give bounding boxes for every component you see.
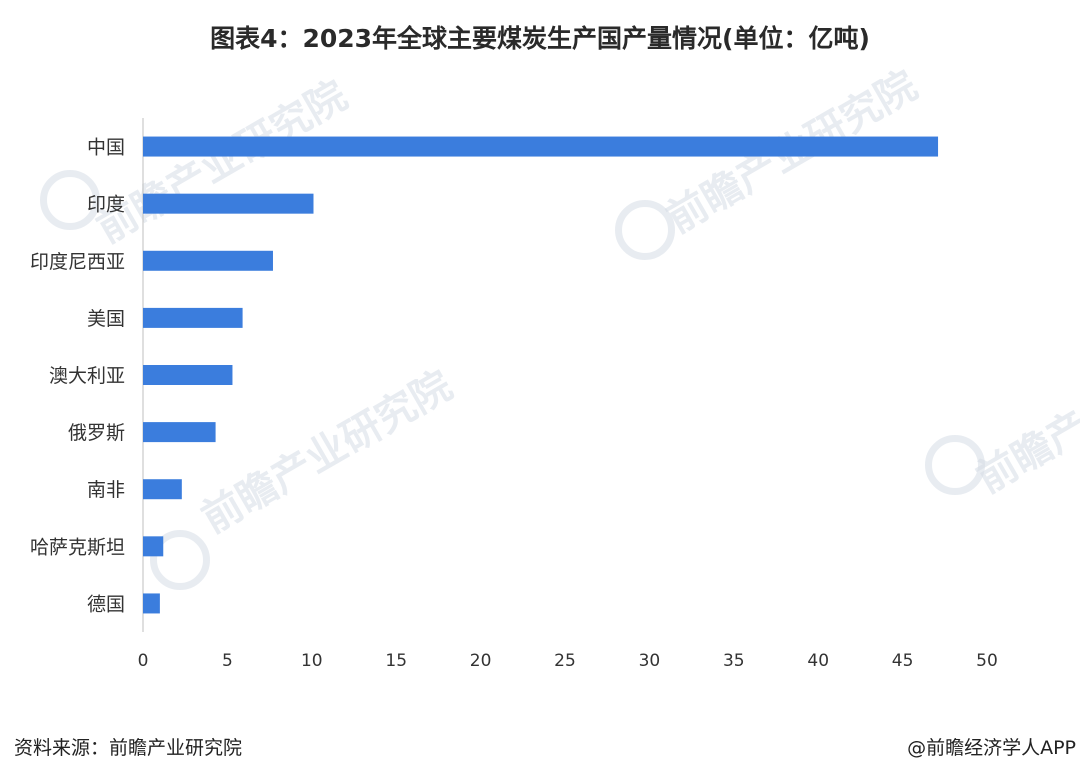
y-tick-label: 德国 <box>87 593 125 615</box>
y-tick-label: 中国 <box>87 137 125 159</box>
source-note: 资料来源：前瞻产业研究院 <box>14 737 243 759</box>
bar-1 <box>143 193 314 214</box>
credit-note: @前瞻经济学人APP <box>907 737 1076 759</box>
bar-2 <box>143 250 273 271</box>
x-tick-label: 25 <box>554 651 576 671</box>
y-tick-label: 南非 <box>87 479 125 501</box>
y-tick-label: 印度 <box>87 194 125 216</box>
y-tick-label: 美国 <box>87 308 125 330</box>
x-tick-label: 5 <box>222 651 233 671</box>
x-tick-label: 50 <box>976 651 998 671</box>
bar-8 <box>143 593 160 614</box>
y-tick-label: 哈萨克斯坦 <box>30 536 125 558</box>
y-tick-label: 澳大利亚 <box>49 365 125 387</box>
x-tick-label: 40 <box>807 651 829 671</box>
bar-0 <box>143 136 939 157</box>
bar-4 <box>143 365 233 385</box>
x-tick-label: 0 <box>138 651 149 671</box>
x-tick-label: 35 <box>723 651 745 671</box>
y-tick-label: 俄罗斯 <box>68 422 125 444</box>
x-tick-label: 45 <box>892 651 914 671</box>
x-tick-label: 20 <box>470 651 492 671</box>
chart-title: 图表4：2023年全球主要煤炭生产国产量情况(单位：亿吨) <box>210 24 870 53</box>
y-tick-label: 印度尼西亚 <box>30 251 125 273</box>
x-tick-label: 10 <box>301 651 323 671</box>
bar-7 <box>143 536 164 557</box>
bar-5 <box>143 422 216 443</box>
x-tick-label: 15 <box>385 651 407 671</box>
bar-6 <box>143 479 182 500</box>
x-tick-label: 30 <box>639 651 661 671</box>
bar-3 <box>143 307 243 328</box>
